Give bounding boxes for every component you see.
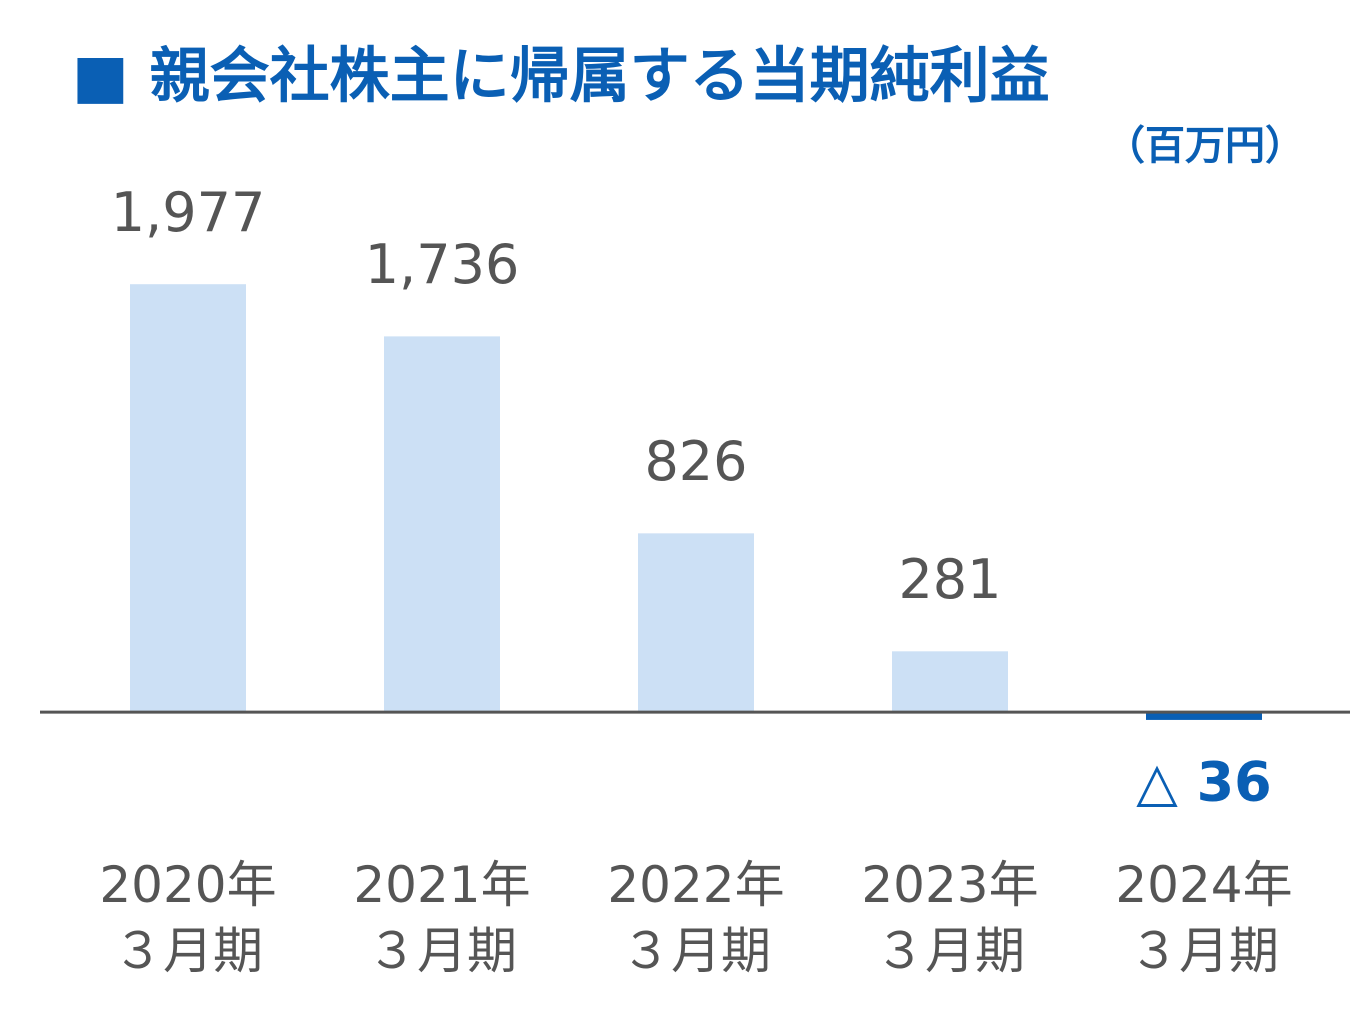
bar	[130, 284, 246, 713]
unit-label: （百万円）	[1105, 123, 1305, 169]
value-label: 826	[644, 430, 747, 493]
bar	[1146, 712, 1262, 720]
value-label: 281	[898, 548, 1001, 611]
x-tick-label: 2022年 ３月期	[607, 856, 785, 980]
x-tick-label: 2020年 ３月期	[99, 856, 277, 980]
x-tick-label: 2023年 ３月期	[861, 856, 1039, 980]
x-tick-label: 2021年 ３月期	[353, 856, 531, 980]
bar	[638, 533, 754, 713]
value-label: △ 36	[1136, 751, 1271, 814]
chart-title: ■ 親会社株主に帰属する当期純利益	[72, 42, 1050, 112]
x-tick-label: 2024年 ３月期	[1115, 856, 1293, 980]
value-label: 1,977	[111, 181, 266, 244]
bar	[892, 651, 1008, 713]
bar	[384, 336, 500, 713]
value-label: 1,736	[365, 233, 520, 296]
